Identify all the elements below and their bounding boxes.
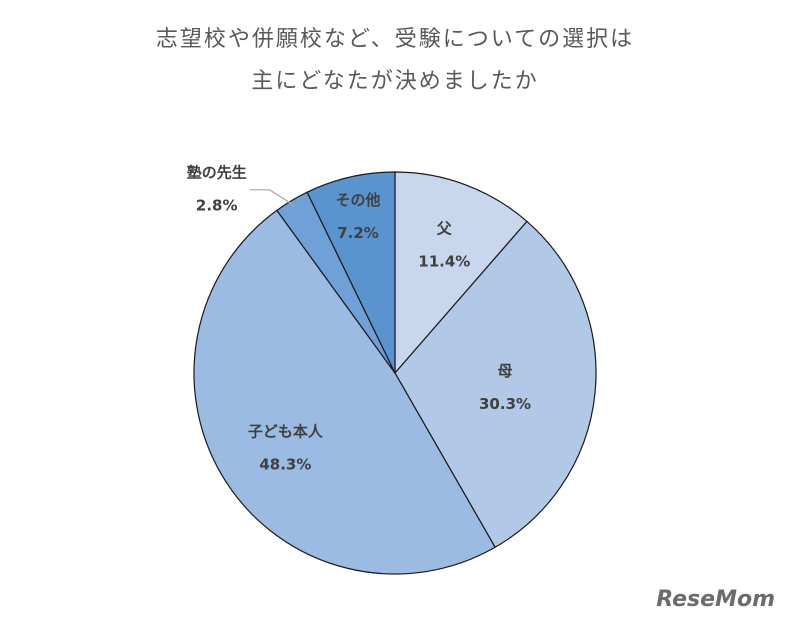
chart-title: 志望校や併願校など、受験についての選択は xyxy=(156,27,634,52)
leader-line xyxy=(249,189,296,207)
slice-label: 子ども本人 xyxy=(248,423,324,441)
slice-label: その他 xyxy=(336,191,381,209)
slice-value-label: 30.3% xyxy=(479,395,531,413)
pie-slice xyxy=(394,220,597,549)
slice-value-label: 7.2% xyxy=(337,224,379,242)
pie-slice xyxy=(193,209,496,575)
slice-label: 塾の先生 xyxy=(187,163,247,181)
chart-title: 主にどなたが決めましたか xyxy=(251,69,539,94)
slice-label: 父 xyxy=(436,220,453,238)
slice-label: 母 xyxy=(498,362,513,380)
watermark: ReseMom xyxy=(656,587,775,612)
slice-value-label: 48.3% xyxy=(259,456,311,474)
slice-value-label: 2.8% xyxy=(196,196,238,214)
slice-value-label: 11.4% xyxy=(418,253,470,271)
pie-slice xyxy=(394,171,528,375)
pie-slice xyxy=(306,171,396,374)
